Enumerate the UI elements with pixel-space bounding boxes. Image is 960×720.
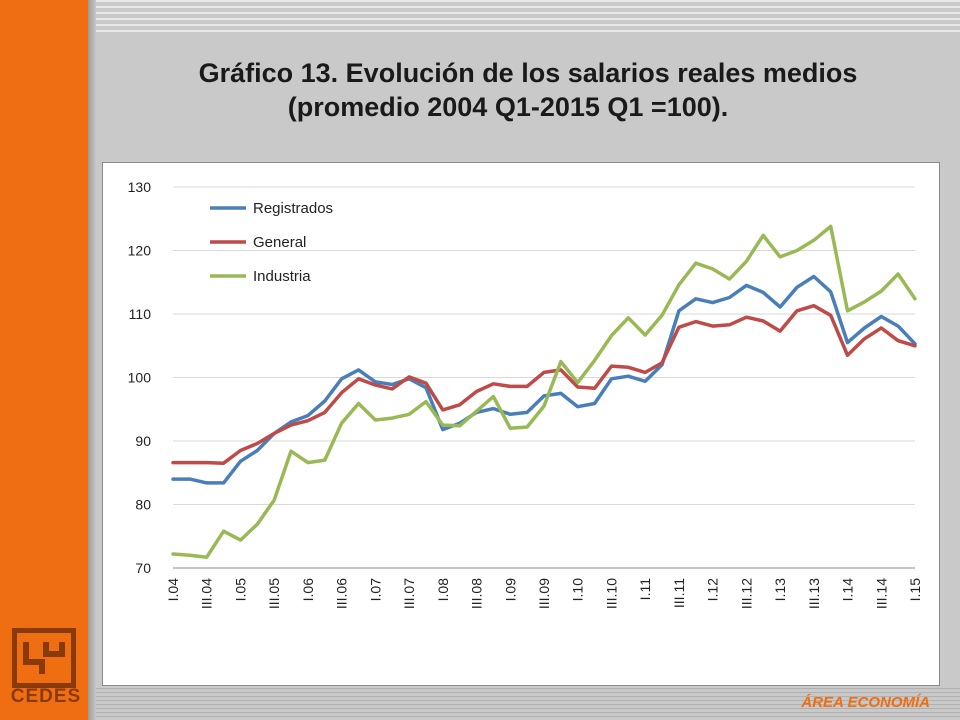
- sidebar-shadow: [88, 0, 96, 720]
- x-tick-label-III.11: III.11: [671, 578, 687, 608]
- x-tick-label-I.09: I.09: [502, 578, 518, 602]
- x-tick-label-III.13: III.13: [806, 578, 822, 609]
- series-line-registrados: [171, 274, 917, 485]
- x-tick-label-III.05: III.05: [266, 578, 282, 609]
- x-tick-label-III.07: III.07: [401, 578, 417, 609]
- x-tick-label-I.13: I.13: [772, 578, 788, 602]
- series-line-industria: [171, 224, 917, 559]
- series-line-general: [171, 303, 917, 465]
- chart-container: 70 80 90 100 110 120 130 I.04 III.04 I.05 III.05 I.…: [102, 162, 940, 686]
- cedes-logo-icon: [12, 628, 76, 688]
- x-tick-label-I.05: I.05: [232, 578, 248, 602]
- x-tick-label-I.07: I.07: [367, 578, 383, 602]
- x-tick-label-III.12: III.12: [738, 578, 754, 609]
- legend-label-general: General: [253, 234, 306, 251]
- bottom-decoration: [96, 688, 960, 720]
- x-tick-label-I.15: I.15: [907, 578, 923, 602]
- x-tick-label-III.06: III.06: [334, 578, 350, 609]
- y-tick-label-100: 100: [128, 370, 152, 386]
- legend-label-registrados: Registrados: [253, 200, 333, 217]
- title-line-1: Gráfico 13. Evolución de los salarios re…: [198, 58, 858, 88]
- y-tick-label-90: 90: [135, 433, 151, 449]
- x-tick-label-III.09: III.09: [536, 578, 552, 609]
- logo-text: CEDES: [10, 686, 82, 707]
- title-line-2: (promedio 2004 Q1-2015 Q1 =100).: [287, 92, 729, 122]
- x-tick-label-I.08: I.08: [435, 578, 451, 602]
- y-tick-label-80: 80: [135, 497, 151, 513]
- x-tick-label-I.04: I.04: [165, 578, 181, 602]
- legend-label-industria: Industria: [253, 268, 311, 285]
- x-tick-label-I.10: I.10: [570, 578, 586, 602]
- x-tick-label-III.10: III.10: [603, 578, 619, 609]
- x-tick-label-I.14: I.14: [840, 578, 856, 602]
- slide-title: Gráfico 13. Evolución de los salarios re…: [96, 56, 960, 124]
- x-tick-label-III.08: III.08: [469, 578, 485, 609]
- footer-area-label: ÁREA ECONOMÍA: [801, 694, 930, 711]
- y-tick-label-120: 120: [128, 243, 152, 259]
- x-tick-label-III.14: III.14: [873, 578, 889, 609]
- y-tick-label-70: 70: [135, 560, 151, 576]
- x-tick-label-I.06: I.06: [300, 578, 316, 602]
- y-tick-label-110: 110: [129, 306, 152, 322]
- top-decoration: [96, 0, 960, 36]
- line-chart: 70 80 90 100 110 120 130 I.04 III.04 I.05 III.05 I.…: [128, 179, 923, 609]
- x-tick-label-I.12: I.12: [705, 578, 721, 602]
- sidebar-band: [0, 0, 88, 720]
- x-tick-label-III.04: III.04: [199, 578, 215, 609]
- x-tick-label-I.11: I.11: [637, 578, 653, 601]
- y-tick-label-130: 130: [128, 179, 152, 195]
